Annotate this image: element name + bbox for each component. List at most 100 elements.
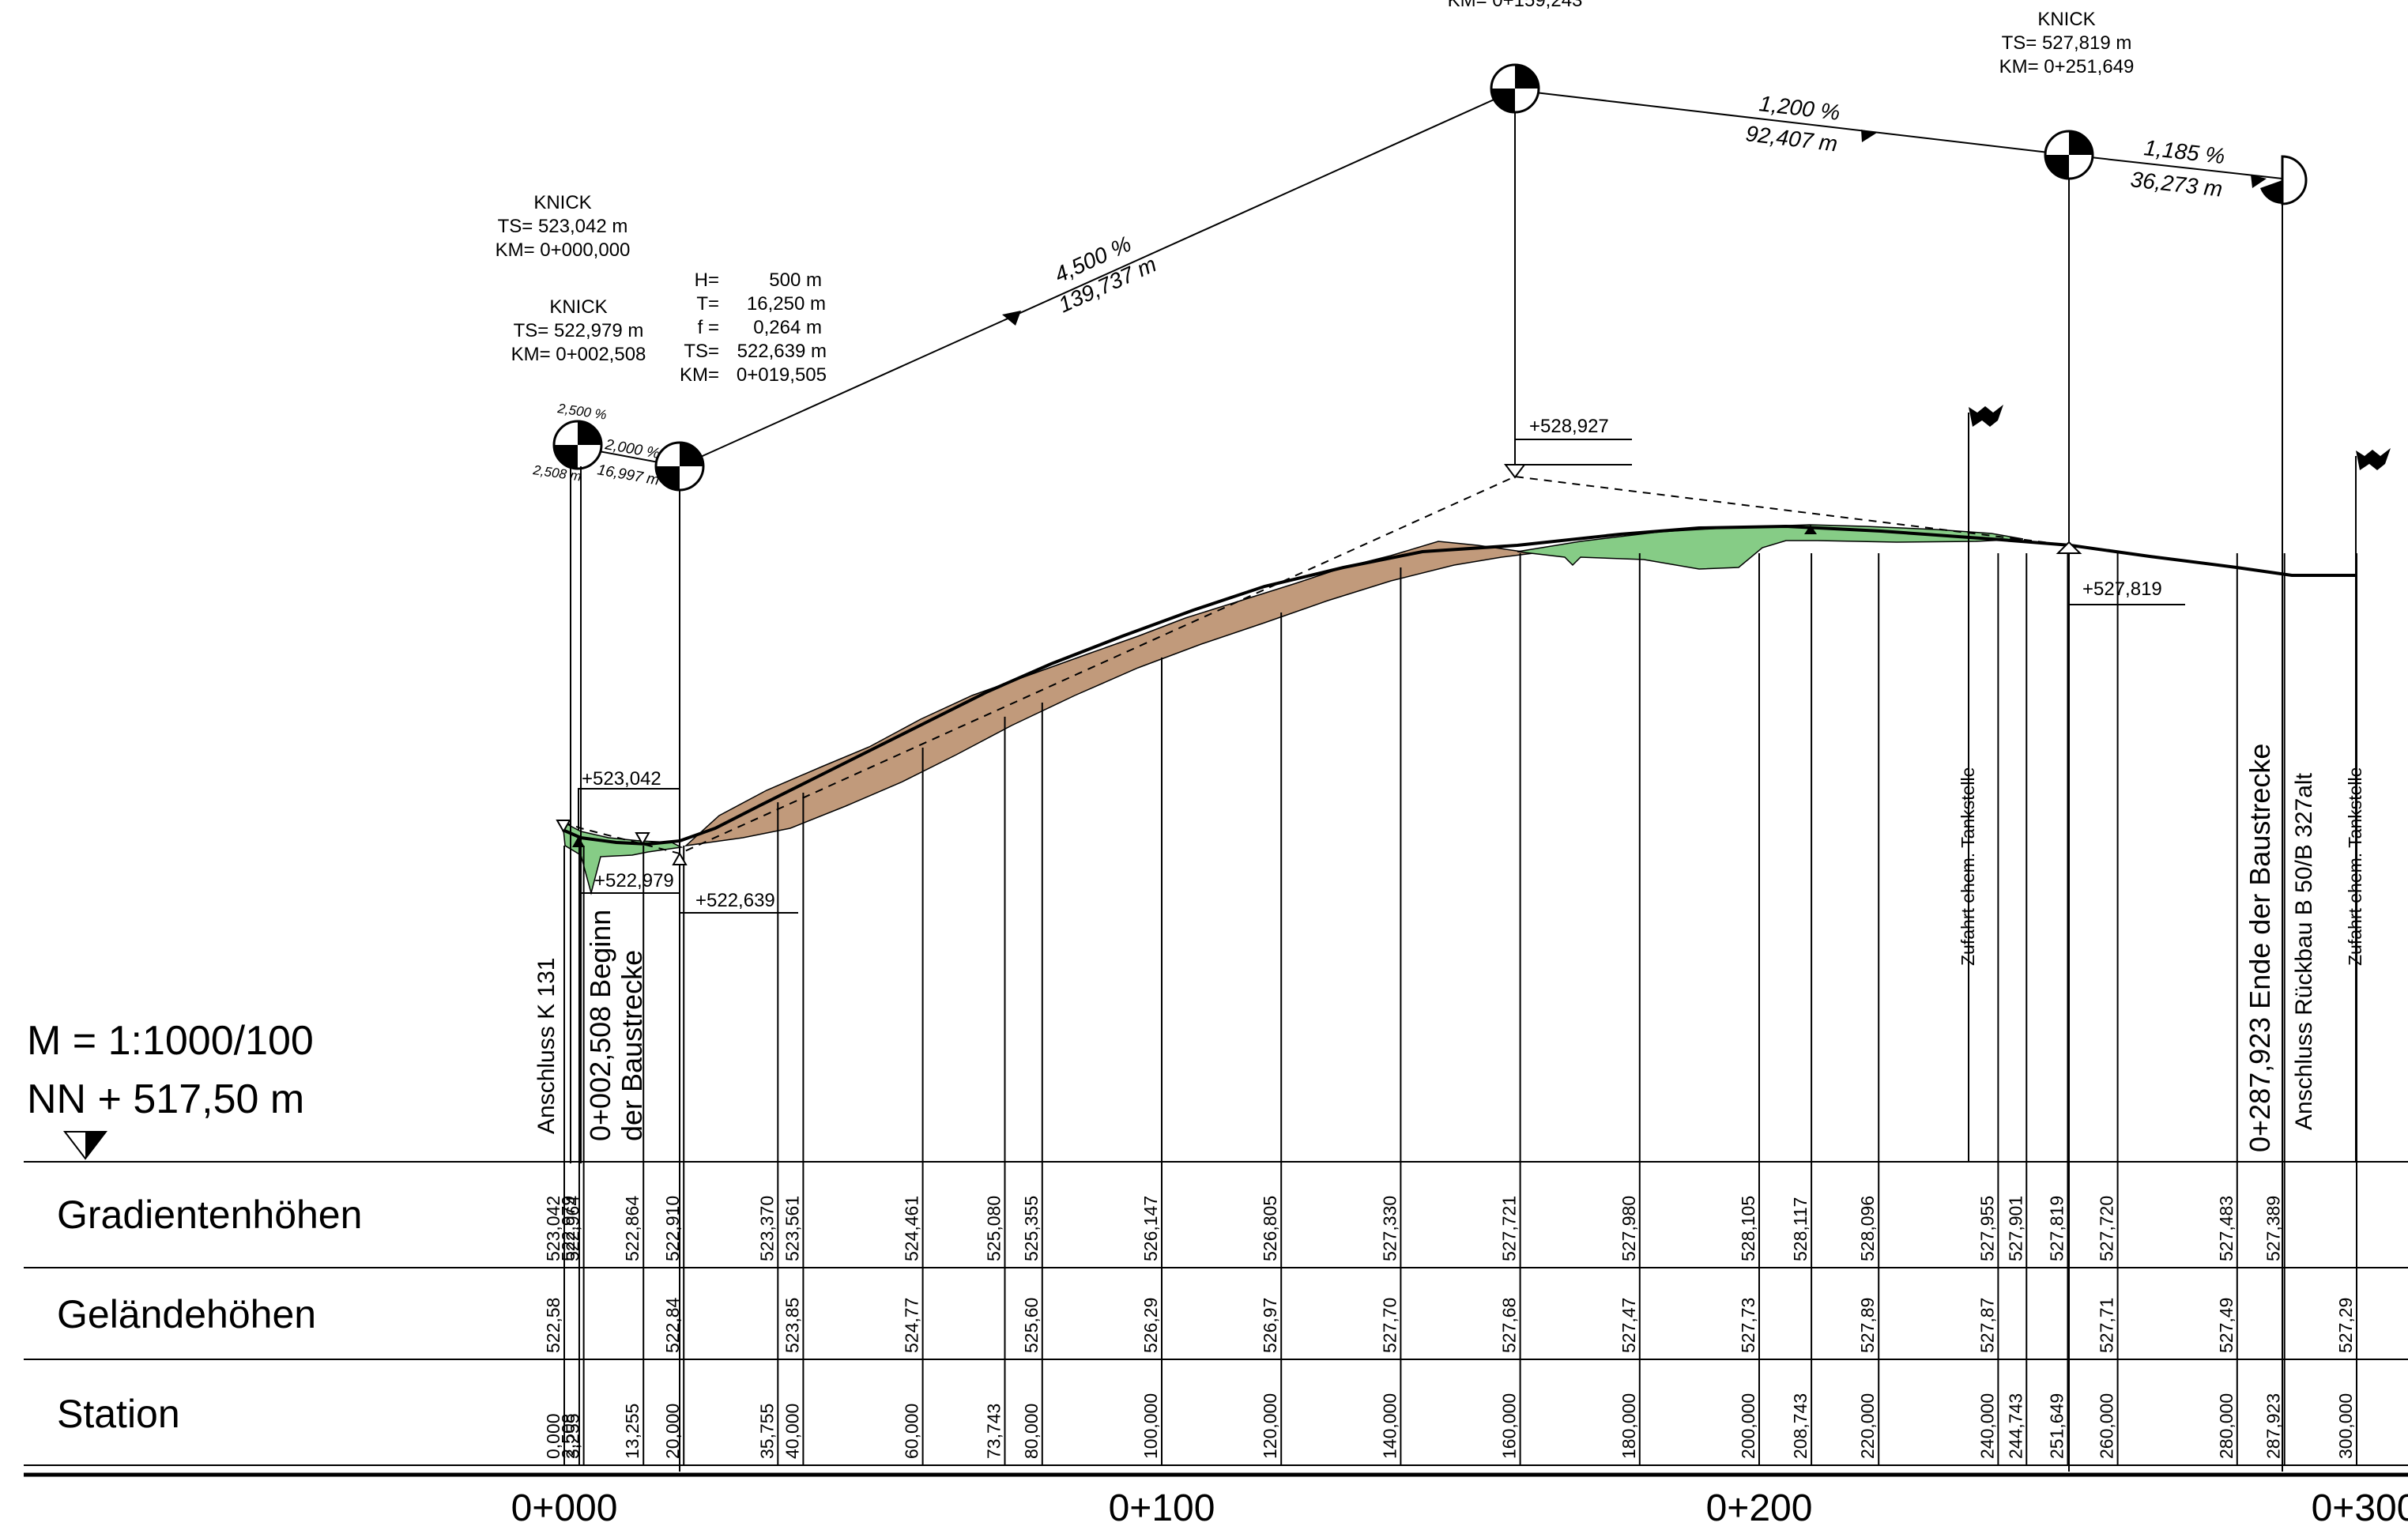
svg-text:KM=: KM=	[680, 364, 719, 386]
station-value: 220,000	[1857, 1393, 1878, 1459]
station-value: 160,000	[1499, 1393, 1520, 1459]
gradient-height-value: 524,461	[902, 1196, 922, 1261]
gradient-height-value: 523,370	[756, 1196, 777, 1261]
knick1-ts: TS= 523,042 m	[498, 216, 628, 237]
station-value: 13,255	[622, 1404, 643, 1459]
gradient-height-value: 527,721	[1499, 1196, 1520, 1261]
terrain-height-value: 527,71	[2097, 1298, 2117, 1353]
grade5-len: 36,273 m	[2129, 167, 2223, 202]
label-zufahrt-1: Zufahrt ehem. Tankstelle	[1958, 767, 1978, 966]
terrain-height-value: 527,47	[1619, 1298, 1639, 1353]
km-axis-label: 0+000	[511, 1487, 618, 1529]
station-value: 140,000	[1379, 1393, 1400, 1459]
datum-label: NN + 517,50 m	[27, 1076, 304, 1122]
svg-text:0+019,505: 0+019,505	[737, 364, 827, 386]
terrain-height-value: 527,68	[1499, 1298, 1520, 1353]
scale-label: M = 1:1000/100	[27, 1018, 314, 1064]
terrain-height-value: 527,70	[1379, 1298, 1400, 1353]
station-value: 0,000	[543, 1413, 563, 1459]
station-value: 80,000	[1021, 1404, 1042, 1459]
grade-polygon	[577, 89, 2283, 468]
gradient-height-value: 525,355	[1021, 1196, 1042, 1261]
gradient-height-value: 528,117	[1790, 1197, 1811, 1261]
station-value: 287,923	[2263, 1393, 2284, 1459]
svg-text:+522,979: +522,979	[594, 870, 674, 891]
station-value: 120,000	[1260, 1393, 1280, 1459]
svg-text:500 m: 500 m	[769, 269, 822, 291]
gradient-height-value: 527,980	[1619, 1196, 1639, 1261]
vertex-symbol-knick3	[2044, 130, 2094, 180]
label-zufahrt-2: Zufahrt ehem. Tankstelle	[2345, 767, 2365, 966]
station-value: 35,755	[756, 1404, 777, 1459]
grade-arrow-3	[2251, 175, 2267, 188]
station-value: 20,000	[662, 1404, 683, 1459]
gradient-height-value: 522,964	[563, 1196, 583, 1261]
terrain-height-value: 527,87	[1977, 1298, 1997, 1353]
svg-text:+523,042: +523,042	[582, 768, 661, 790]
terrain-height-value: 527,73	[1738, 1298, 1758, 1353]
profile-table: Gradientenhöhen Geländehöhen Station	[24, 1161, 2408, 1477]
terrain-height-value: 526,29	[1140, 1298, 1161, 1353]
final-grade-line	[562, 524, 2355, 846]
station-value: 280,000	[2216, 1393, 2237, 1459]
curve-data: H= 500 m T= 16,250 m f = 0,264 m TS= 522…	[680, 269, 827, 386]
label-anschluss-k131: Anschluss K 131	[533, 958, 560, 1134]
grade2-len: 16,997 m	[596, 462, 661, 488]
gradient-height-value: 528,105	[1738, 1196, 1758, 1261]
terrain-height-value: 527,89	[1857, 1298, 1878, 1353]
knick3-ts: TS= 527,819 m	[2002, 32, 2132, 54]
station-lines	[563, 553, 2357, 1465]
grade1-pct: 2,500 %	[556, 401, 607, 423]
gradient-height-value: 523,042	[543, 1196, 563, 1261]
station-value: 200,000	[1738, 1393, 1758, 1459]
svg-text:TS=: TS=	[684, 341, 719, 362]
gradient-height-value: 526,147	[1140, 1196, 1161, 1261]
knick2-ts: TS= 522,979 m	[514, 320, 644, 341]
svg-text:H=: H=	[695, 269, 719, 291]
gradient-height-value: 527,955	[1977, 1196, 1997, 1261]
km-axis-label: 0+100	[1109, 1487, 1215, 1529]
label-beginn-line1: 0+002,508 Beginn	[584, 910, 616, 1141]
station-value: 180,000	[1619, 1393, 1639, 1459]
gradient-height-value: 527,720	[2097, 1196, 2117, 1261]
band-title-station: Station	[57, 1392, 180, 1436]
station-value: 73,743	[983, 1404, 1004, 1459]
terrain-height-value: 526,97	[1260, 1298, 1280, 1353]
fill-area-crest	[1517, 524, 2024, 570]
terrain-height-value: 524,77	[902, 1298, 922, 1353]
vertex-symbol-top	[1490, 63, 1540, 114]
station-value: 2,508	[558, 1413, 578, 1459]
svg-text:0,264 m: 0,264 m	[753, 317, 822, 338]
label-ende-baustrecke: 0+287,923 Ende der Baustrecke	[2244, 744, 2276, 1152]
gradient-height-value: 525,080	[983, 1196, 1004, 1261]
gradient-height-value: 523,561	[782, 1196, 802, 1261]
cut-area	[684, 541, 1534, 847]
station-value: 60,000	[902, 1404, 922, 1459]
band-title-terrain: Geländehöhen	[57, 1292, 316, 1336]
terrain-height-value: 527,49	[2216, 1298, 2237, 1353]
terrain-height-value: 523,85	[782, 1298, 802, 1353]
vertex-symbol-curve	[654, 441, 705, 492]
elev-marker-522639: +522,639	[679, 855, 798, 914]
station-value: 251,649	[2046, 1393, 2067, 1459]
top-vertex-km: KM= 0+159,243	[1448, 0, 1583, 11]
gradient-height-value: 527,901	[2005, 1196, 2026, 1261]
knick3-title: KNICK	[2037, 9, 2095, 30]
gradient-height-value: 522,979	[558, 1196, 578, 1261]
elev-528927: +528,927	[1529, 416, 1609, 437]
knick2-km: KM= 0+002,508	[511, 344, 646, 365]
grade5-pct: 1,185 %	[2142, 135, 2226, 168]
gradient-height-value: 527,330	[1379, 1196, 1400, 1261]
gradient-height-value: 522,910	[662, 1196, 683, 1261]
km-axis-label: 0+200	[1706, 1487, 1813, 1529]
station-value: 100,000	[1140, 1393, 1161, 1459]
elev-marker-523042: +523,042	[578, 768, 680, 830]
knick1-km: KM= 0+000,000	[496, 239, 631, 261]
datum-triangle-icon	[62, 1131, 108, 1160]
elev-marker-527819: +527,819	[2068, 545, 2185, 605]
grade-arrow-1	[1002, 311, 1021, 326]
flag-icon	[2355, 448, 2391, 1162]
